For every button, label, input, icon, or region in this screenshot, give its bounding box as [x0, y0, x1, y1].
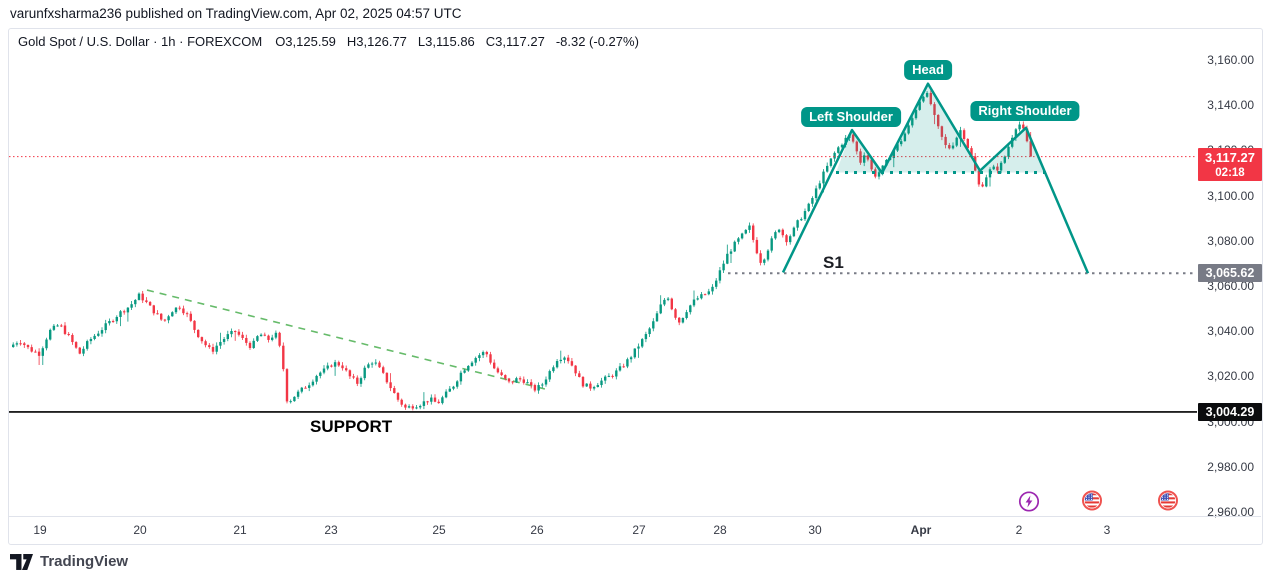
us-flag-icon[interactable]	[1157, 490, 1179, 517]
attribution-text: varunfxsharma236 published on TradingVie…	[10, 6, 462, 21]
x-axis-tick: 27	[632, 523, 646, 537]
time-axis-separator	[9, 516, 1261, 517]
chart-title-row: Gold Spot / U.S. Dollar · 1h · FOREXCOM O…	[18, 34, 639, 49]
y-axis-tick: 3,040.00	[1207, 324, 1254, 339]
head-shoulders-outline[interactable]	[781, 82, 1090, 274]
current-price-value: 3,117.27	[1205, 149, 1255, 165]
symbol-title: Gold Spot / U.S. Dollar · 1h · FOREXCOM	[18, 34, 263, 49]
s1-label: S1	[823, 253, 844, 272]
pattern-label-head: Head	[904, 60, 952, 80]
y-axis-tick: 3,020.00	[1207, 369, 1254, 384]
y-axis-tick: 3,080.00	[1207, 233, 1254, 248]
tradingview-logo-text: TradingView	[40, 553, 129, 570]
x-axis-tick: 19	[33, 523, 47, 537]
ohlc-c: C3,117.27	[485, 34, 545, 49]
y-axis-tick: 2,960.00	[1207, 505, 1254, 519]
tradingview-logo[interactable]: TradingView	[10, 553, 128, 570]
ohlc-o: O3,125.59	[275, 34, 336, 49]
x-axis-tick: 20	[133, 523, 147, 537]
x-axis-tick: 2	[1015, 523, 1023, 537]
x-axis-tick: 26	[530, 523, 544, 537]
lightning-icon[interactable]	[1018, 491, 1040, 518]
head-shoulders-fill	[836, 83, 1046, 173]
ohlc-l: L3,115.86	[417, 34, 475, 49]
x-axis-tick: 23	[324, 523, 338, 537]
y-axis-tick: 2,980.00	[1207, 459, 1254, 474]
x-axis-tick: 3	[1103, 523, 1111, 537]
x-axis-tick: Apr	[910, 523, 932, 537]
candles	[12, 90, 1032, 411]
y-axis-tick: 3,100.00	[1207, 188, 1254, 203]
us-flag-icon[interactable]	[1081, 490, 1103, 517]
support-price-tag: 3,004.29	[1198, 402, 1262, 421]
y-axis-tick: 3,060.00	[1207, 279, 1254, 293]
y-axis-tick: 3,160.00	[1207, 53, 1254, 67]
ohlc-h: H3,126.77	[346, 34, 407, 49]
support-label: SUPPORT	[310, 417, 393, 436]
x-axis-tick: 30	[808, 523, 822, 537]
s1-price-tag: 3,065.62	[1198, 264, 1262, 283]
x-axis-tick: 21	[233, 523, 247, 537]
tradingview-logo-icon	[10, 553, 33, 570]
x-axis-tick: 25	[432, 523, 446, 537]
ohlc-values: O3,125.59 H3,126.77 L3,115.86 C3,117.27	[275, 34, 556, 49]
x-axis-tick: 28	[713, 523, 727, 537]
bar-countdown: 02:18	[1215, 166, 1245, 179]
downtrend-line	[146, 289, 546, 390]
price-change: -8.32 (-0.27%)	[555, 34, 639, 49]
current-price-tag: 3,117.27 02:18	[1198, 147, 1262, 181]
pattern-label-left-shoulder: Left Shoulder	[801, 107, 901, 127]
pattern-label-right-shoulder: Right Shoulder	[970, 101, 1080, 121]
y-axis-tick: 3,140.00	[1207, 98, 1254, 113]
